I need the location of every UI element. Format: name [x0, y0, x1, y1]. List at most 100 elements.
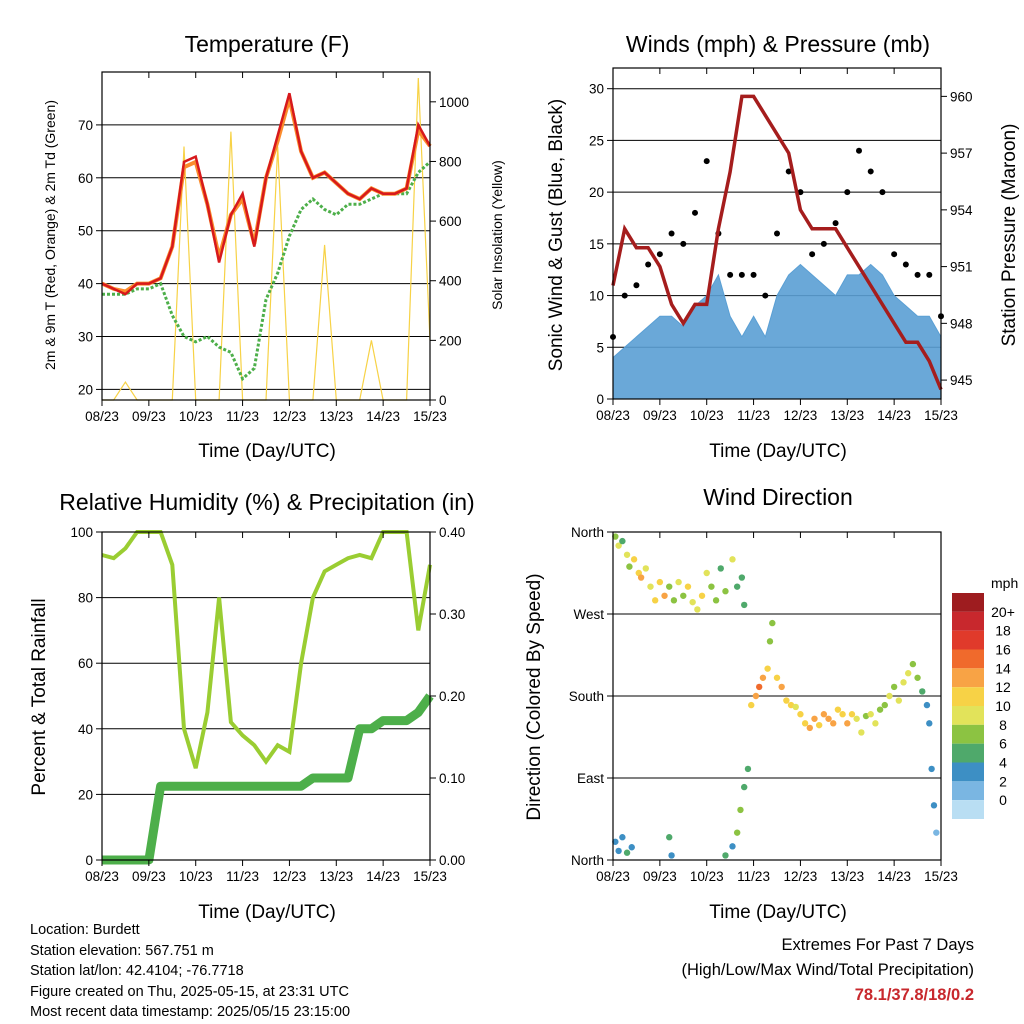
direction-point — [872, 720, 879, 727]
direction-point — [755, 683, 763, 691]
gust-point — [844, 189, 851, 196]
direction-point — [792, 703, 799, 711]
x-tick-label: 13/23 — [830, 408, 864, 423]
direction-point — [928, 765, 935, 773]
x-tick-label: 08/23 — [85, 409, 119, 424]
gust-point — [891, 251, 898, 258]
gust-point — [832, 220, 839, 227]
gust-point — [738, 271, 745, 278]
direction-point — [764, 665, 771, 672]
y2-tick-label: 948 — [950, 316, 973, 331]
direction-point — [766, 638, 774, 645]
direction-point — [666, 583, 673, 590]
legend-swatch — [952, 593, 984, 612]
legend-label: 0 — [999, 792, 1007, 808]
gust-point — [692, 209, 698, 216]
direction-point — [752, 692, 760, 700]
x-tick-label: 11/23 — [226, 869, 259, 884]
x-tick-label: 10/23 — [179, 869, 213, 884]
direction-point — [778, 683, 785, 691]
direction-point — [933, 829, 940, 836]
y-tick-label: 20 — [78, 382, 93, 397]
extremes-title: Extremes For Past 7 Days — [781, 936, 974, 954]
direction-point — [619, 537, 626, 545]
direction-point — [801, 720, 809, 727]
gust-point — [879, 189, 886, 196]
direction-point — [712, 597, 720, 604]
direction-point — [825, 715, 832, 722]
y-tick-label: 40 — [78, 722, 93, 737]
gust-point — [621, 292, 628, 299]
direction-point — [923, 701, 931, 709]
direction-point — [900, 679, 907, 686]
direction-point — [626, 563, 633, 570]
plot-frame — [612, 67, 942, 400]
gust-point — [668, 230, 675, 237]
gust-point — [750, 271, 757, 278]
direction-point — [848, 711, 856, 718]
x-tick-label: 12/23 — [273, 409, 307, 424]
gust-point — [820, 240, 827, 247]
direction-point — [656, 578, 664, 586]
direction-point — [670, 597, 678, 604]
legend-label: 18 — [995, 623, 1011, 639]
gust-point — [856, 147, 862, 154]
direction-point — [661, 592, 668, 599]
direction-point — [741, 783, 748, 791]
temperature-ylabel-left: 2m & 9m T (Red, Orange) & 2m Td (Green) — [42, 100, 58, 370]
y2-tick-label: 0.10 — [439, 771, 465, 786]
x-tick-label: 15/23 — [924, 869, 958, 884]
y-tick-label: 100 — [70, 525, 93, 540]
plot-content — [101, 530, 434, 865]
legend-swatch — [952, 706, 984, 725]
plot-frame — [101, 531, 431, 861]
direction-ylabel-left: Direction (Colored By Speed) — [524, 573, 545, 820]
y-tick-label: 15 — [589, 237, 604, 252]
legend-swatch — [952, 668, 984, 688]
y-tick-label: 30 — [589, 82, 604, 97]
legend-swatch — [952, 743, 984, 763]
gust-point — [902, 261, 909, 268]
y-tick-label: 0 — [596, 392, 604, 407]
direction-point — [844, 720, 851, 727]
y-tick-label: East — [577, 771, 604, 786]
info-location: Location: Burdett — [30, 922, 140, 938]
x-tick-label: 08/23 — [596, 869, 630, 884]
y-tick-label: 60 — [78, 171, 93, 186]
legend-label: 2 — [999, 773, 1007, 789]
rh-ylabel-left: Percent & Total Rainfall — [29, 598, 50, 795]
series-sonic-wind — [612, 263, 942, 400]
gust-point — [926, 271, 933, 278]
gust-point — [797, 189, 804, 196]
direction-point — [637, 574, 645, 581]
direction-point — [628, 844, 635, 851]
direction-point — [666, 834, 673, 841]
x-tick-label: 12/23 — [273, 869, 307, 884]
extremes-box: Extremes For Past 7 Days (High/Low/Max W… — [681, 933, 974, 1008]
legend-swatch — [952, 630, 984, 650]
y-tick-label: 20 — [589, 185, 604, 200]
info-recent: Most recent data timestamp: 2025/05/15 2… — [30, 1004, 351, 1020]
x-tick-label: 11/23 — [737, 408, 770, 423]
direction-point — [806, 724, 813, 732]
station-info: Location: Burdett Station elevation: 567… — [30, 920, 350, 1023]
direction-title: Wind Direction — [703, 484, 853, 510]
gust-point — [680, 240, 687, 247]
x-tick-label: 11/23 — [226, 409, 259, 424]
direction-point — [619, 834, 626, 841]
direction-point — [630, 556, 638, 563]
direction-point — [830, 720, 837, 727]
plot-content — [610, 88, 944, 400]
direction-point — [853, 715, 860, 722]
y2-tick-label: 0.20 — [439, 689, 465, 704]
legend-swatch — [952, 724, 984, 744]
y-tick-label: 0 — [85, 853, 93, 868]
gust-point — [914, 271, 921, 278]
wind-ylabel-left: Sonic Wind & Gust (Blue, Black) — [546, 99, 567, 371]
y-tick-label: 50 — [78, 224, 93, 239]
direction-point — [612, 838, 619, 845]
gust-point — [809, 251, 816, 258]
direction-point — [858, 729, 865, 736]
series-2m-t — [101, 92, 432, 296]
